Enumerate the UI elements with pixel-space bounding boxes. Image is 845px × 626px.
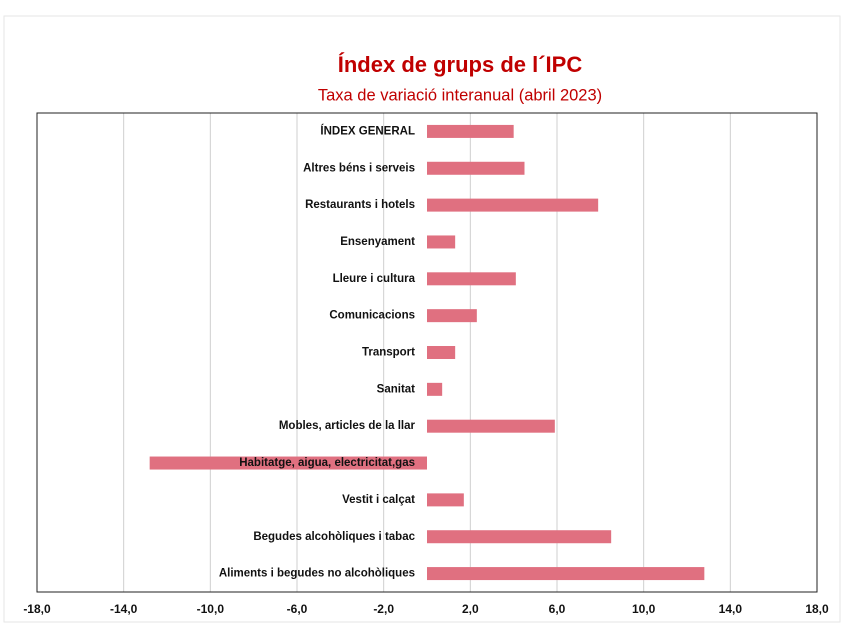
category-label: Habitatge, aigua, electricitat,gas (239, 457, 415, 469)
bar (427, 198, 599, 212)
bar (427, 309, 477, 323)
x-tick-label: 18,0 (805, 602, 829, 616)
x-tick-label: -14,0 (110, 602, 138, 616)
x-tick-label: -6,0 (287, 602, 308, 616)
category-label: Sanitat (377, 383, 416, 395)
category-label: Vestit i calçat (342, 494, 415, 506)
x-tick-label: -2,0 (373, 602, 394, 616)
x-tick-label: 14,0 (719, 602, 743, 616)
category-label: Begudes alcohòliques i tabac (253, 531, 415, 543)
x-tick-label: 6,0 (549, 602, 566, 616)
bar (427, 567, 705, 581)
category-label: Altres béns i serveis (303, 162, 415, 174)
bar (427, 382, 443, 396)
bars (149, 124, 705, 581)
category-label: Lleure i cultura (333, 273, 416, 285)
category-label: ÍNDEX GENERAL (320, 124, 415, 137)
bar (427, 346, 456, 359)
bar (427, 272, 516, 286)
bar (427, 419, 555, 433)
category-label: Comunicacions (329, 310, 415, 322)
bar (427, 161, 525, 175)
plot-border (36, 112, 818, 593)
bar (427, 530, 612, 544)
bar (427, 235, 456, 249)
category-label: Aliments i begudes no alcohòliques (219, 568, 415, 580)
category-label: Restaurants i hotels (305, 199, 415, 211)
frame (3, 15, 841, 623)
chart-subtitle: Taxa de variació interanual (abril 2023) (318, 86, 602, 104)
category-label: Mobles, articles de la llar (279, 420, 416, 432)
chart-title: Índex de grups de l´IPC (338, 52, 583, 77)
bar (427, 493, 464, 507)
category-label: Ensenyament (340, 236, 415, 248)
x-tick-label: -10,0 (197, 602, 225, 616)
x-tick-label: 10,0 (632, 602, 656, 616)
x-tick-label: 2,0 (462, 602, 479, 616)
category-label: Transport (362, 347, 415, 359)
bar (149, 456, 427, 470)
x-tick-label: -18,0 (23, 602, 51, 616)
bar (427, 124, 514, 138)
